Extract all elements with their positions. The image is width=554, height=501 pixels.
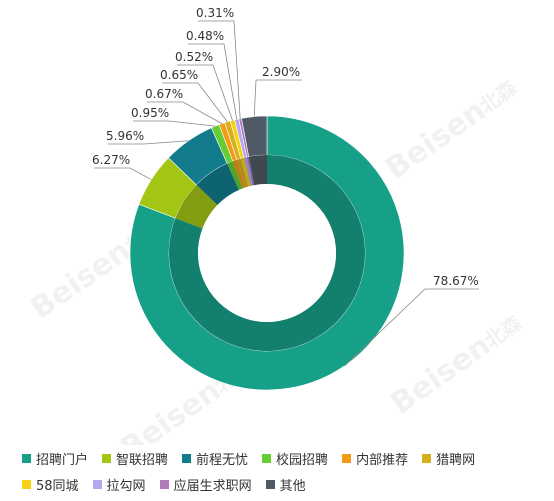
- slice-7-leader-line: [188, 43, 238, 120]
- slice-9-data-label: 2.90%: [262, 65, 300, 79]
- legend-swatch: [102, 453, 112, 463]
- legend-item-9[interactable]: 其他: [265, 474, 306, 494]
- slice-0-data-label: 78.67%: [433, 274, 479, 288]
- slice-8-inner: [246, 156, 255, 186]
- legend-swatch: [342, 453, 352, 463]
- slice-7-data-label: 0.48%: [186, 29, 224, 43]
- legend-item-2[interactable]: 前程无忧: [182, 448, 248, 468]
- legend-item-7[interactable]: 拉勾网: [92, 474, 146, 494]
- legend-item-3[interactable]: 校园招聘: [262, 448, 328, 468]
- slice-9-inner: [248, 155, 267, 186]
- donut-hole: [198, 184, 336, 322]
- outer-ring: [129, 115, 405, 391]
- legend-swatch: [422, 453, 432, 463]
- legend-swatch: [92, 479, 102, 489]
- slice-4-data-label: 0.67%: [145, 87, 183, 101]
- svg-text:Beisen: Beisen: [25, 233, 138, 327]
- legend-item-1[interactable]: 智联招聘: [102, 448, 168, 468]
- slice-4-inner: [232, 159, 246, 189]
- legend-label: 猎聘网: [436, 452, 476, 468]
- svg-text:Beisen: Beisen: [380, 93, 493, 187]
- slice-2-data-label: 5.96%: [106, 129, 144, 143]
- slice-5-data-label: 0.65%: [160, 68, 198, 82]
- slice-4-leader-line: [147, 101, 223, 124]
- legend-swatch: [22, 479, 31, 489]
- slice-3-data-label: 0.95%: [131, 106, 169, 120]
- legend-item-0[interactable]: 招聘门户: [22, 448, 88, 468]
- slice-3-leader-line: [133, 120, 216, 127]
- inner-ring: [169, 155, 365, 351]
- slice-9-leader-line: [253, 79, 302, 117]
- legend-swatch: [262, 453, 272, 463]
- slice-2-leader-line: [108, 140, 189, 145]
- slice-8-leader-line: [198, 20, 241, 119]
- slice-1-inner: [175, 184, 218, 229]
- legend-item-4[interactable]: 内部推荐: [342, 448, 408, 468]
- svg-text:Beisen: Beisen: [115, 373, 228, 445]
- slice-1-leader-line: [94, 167, 152, 180]
- legend-label: 拉勾网: [106, 478, 146, 494]
- legend-label: 内部推荐: [356, 452, 409, 468]
- legend-label: 校园招聘: [276, 452, 329, 468]
- legend-label: 前程无忧: [196, 452, 249, 468]
- legend-swatch: [22, 453, 31, 463]
- legend-label: 招聘门户: [36, 452, 89, 468]
- slice-6-data-label: 0.52%: [175, 50, 213, 64]
- legend-swatch: [159, 479, 169, 489]
- legend-swatch: [182, 453, 192, 463]
- label-leader-lines: [94, 20, 479, 367]
- slice-6-leader-line: [177, 64, 233, 121]
- slice-1-data-label: 6.27%: [92, 153, 130, 167]
- slice-7-inner: [243, 157, 253, 186]
- slice-3-inner: [227, 161, 243, 190]
- legend-label: 其他: [279, 478, 306, 494]
- legend-label: 应届生求职网: [173, 478, 252, 494]
- slice-2-inner: [196, 163, 239, 206]
- slice-0-leader-line: [344, 288, 479, 367]
- legend-item-6[interactable]: 58同城: [22, 474, 79, 494]
- legend-item-5[interactable]: 猎聘网: [422, 448, 475, 468]
- slice-8-data-label: 0.31%: [196, 6, 234, 20]
- legend-label: 58同城: [36, 478, 79, 494]
- slice-5-inner: [236, 158, 249, 188]
- legend-label: 智联招聘: [116, 452, 169, 468]
- legend-swatch: [265, 479, 275, 489]
- donut-chart: Beisen北森Beisen北森Beisen北森Beisen北森 78.67%6…: [25, 6, 528, 445]
- data-labels: 78.67% 6.27% 5.96% 0.95% 0.67% 0.65% 0.52% 0.48…: [92, 6, 479, 288]
- svg-text:Beisen: Beisen: [385, 328, 498, 422]
- legend-item-8[interactable]: 应届生求职网: [159, 474, 252, 494]
- slice-0-inner: [169, 155, 365, 351]
- slice-6-inner: [240, 157, 251, 187]
- legend: 招聘门户 智联招聘 前程无忧 校园招聘 内部推荐 猎聘网 58同城 拉勾网 应届生求职网 其他: [22, 448, 554, 494]
- slice-5-leader-line: [162, 82, 228, 123]
